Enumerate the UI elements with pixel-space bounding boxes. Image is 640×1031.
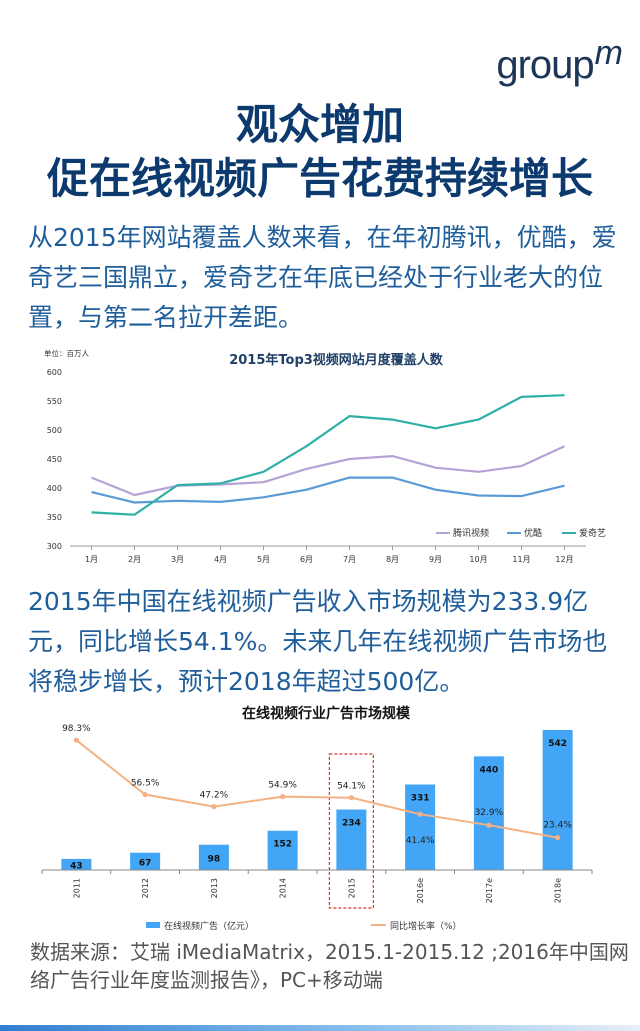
y-tick-label: 300 (47, 542, 62, 551)
bar-2016e (405, 784, 436, 870)
y-tick-label: 600 (47, 368, 62, 377)
bar-value-label: 542 (548, 739, 567, 749)
chart-title: 在线视频行业广告市场规模 (242, 705, 411, 722)
growth-rate-label: 54.9% (268, 781, 297, 791)
growth-rate-point (417, 811, 423, 817)
x-tick-label: 5月 (257, 555, 270, 564)
paragraph-coverage: 从2015年网站覆盖人数来看，在年初腾讯，优酷，爱奇艺三国鼎立，爱奇艺在年底已经… (28, 223, 617, 332)
x-tick-label: 2月 (128, 555, 141, 564)
groupm-logo: groupm (496, 34, 623, 87)
growth-rate-label: 23.4% (543, 821, 572, 831)
y-tick-label: 450 (47, 455, 62, 464)
bar-2017e (473, 756, 504, 870)
page-title-line1: 观众增加 (235, 100, 404, 149)
growth-rate-label: 47.2% (200, 791, 229, 801)
growth-rate-point (211, 804, 217, 810)
page-title-line2: 促在线视频广告花费持续增长 (46, 154, 593, 203)
source-note: 数据来源：艾瑞 iMediaMatrix，2015.1-2015.12 ;201… (30, 940, 629, 992)
y-tick-label: 550 (47, 397, 62, 406)
growth-rate-label: 32.9% (475, 808, 504, 818)
x-tick-label: 2016e (416, 878, 425, 903)
legend-label-line: 同比增长率（%） (390, 920, 462, 932)
series-line-腾讯视频 (91, 445, 565, 497)
bar-2013 (198, 844, 229, 870)
bar-value-label: 440 (479, 765, 498, 775)
x-tick-label: 9月 (429, 555, 442, 564)
legend-label: 爱奇艺 (579, 527, 606, 539)
growth-rate-point (142, 791, 148, 798)
x-tick-label: 10月 (469, 555, 487, 564)
legend-label: 优酷 (524, 527, 542, 539)
growth-rate-point (348, 795, 354, 801)
bottom-accent-bar (0, 1025, 640, 1031)
growth-rate-label: 41.4% (406, 836, 435, 846)
bar-value-label: 234 (342, 819, 361, 829)
x-tick-label: 8月 (386, 555, 399, 564)
legend-label: 腾讯视频 (453, 527, 489, 539)
x-tick-label: 12月 (555, 555, 573, 564)
y-tick-label: 500 (47, 426, 62, 435)
x-tick-label: 2015 (347, 878, 356, 898)
growth-rate-point (486, 822, 492, 828)
series-line-爱奇艺 (91, 394, 565, 516)
growth-rate-point (555, 834, 561, 841)
bar-2012 (130, 852, 161, 870)
x-tick-label: 2018e (554, 878, 563, 903)
x-tick-label: 2014 (279, 878, 288, 898)
bar-2014 (267, 830, 298, 870)
bar-2015 (336, 809, 367, 870)
page-title: 观众增加 促在线视频广告花费持续增长 (0, 98, 640, 206)
bar-value-label: 152 (273, 840, 292, 850)
x-tick-label: 11月 (512, 555, 530, 564)
growth-rate-label: 98.3% (62, 724, 91, 734)
x-tick-label: 2012 (141, 878, 150, 898)
x-tick-label: 4月 (214, 555, 227, 564)
coverage-line-chart: 2015年Top3视频网站月度覆盖人数 单位：百万人 300 350 400 450 500… (44, 348, 606, 564)
growth-rate-point (73, 737, 79, 743)
growth-rate-point (280, 794, 286, 800)
x-tick-label: 1月 (85, 555, 98, 564)
bar-2018e (542, 730, 573, 870)
growth-rate-line (75, 739, 558, 839)
ad-market-bar-chart: 在线视频行业广告市场规模 43 67 98 152 234 331 440 542 2011 201… (41, 705, 593, 932)
chart-title: 2015年Top3视频网站月度覆盖人数 (229, 352, 444, 368)
x-tick-label: 3月 (171, 555, 184, 564)
growth-rate-label: 56.5% (131, 779, 160, 789)
series-line-优酷 (91, 476, 565, 504)
highlight-box-2015 (328, 753, 374, 909)
x-tick-label: 2013 (210, 878, 219, 898)
bar-value-label: 98 (208, 854, 221, 864)
bar-value-label: 331 (411, 794, 430, 804)
paragraph-market-size: 2015年中国在线视频广告收入市场规模为233.9亿元，同比增长54.1%。未来… (28, 587, 608, 696)
legend-label-bar: 在线视频广告（亿元） (164, 920, 254, 932)
y-tick-label: 400 (47, 484, 62, 493)
x-tick-label: 2017e (485, 878, 494, 903)
growth-rate-label: 54.1% (337, 782, 366, 792)
y-tick-label: 350 (47, 513, 62, 522)
x-tick-label: 7月 (343, 555, 356, 564)
bar-value-label: 43 (70, 861, 83, 871)
x-tick-label: 2011 (72, 878, 81, 898)
legend-swatch-bar (146, 922, 160, 928)
x-tick-label: 6月 (300, 555, 313, 564)
bar-2011 (61, 858, 92, 870)
unit-label: 单位：百万人 (44, 348, 89, 358)
bar-value-label: 67 (139, 858, 152, 868)
